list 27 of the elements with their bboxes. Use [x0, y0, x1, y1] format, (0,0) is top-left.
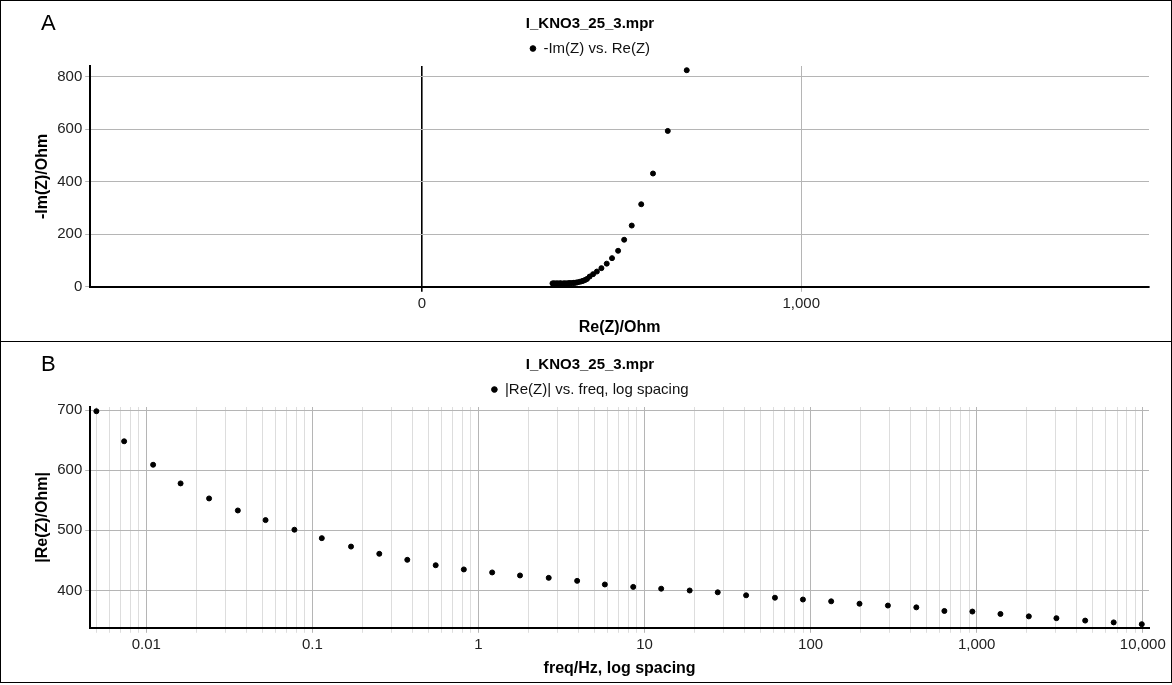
x-tick-label: 100 — [798, 634, 824, 652]
x-tick-label: 10,000 — [1119, 634, 1166, 652]
x-tick-label: 1,000 — [782, 293, 821, 311]
y-tick-label: 700 — [57, 400, 83, 418]
x-tick-label: 0.1 — [301, 634, 323, 652]
x-axis-title: Re(Z)/Ohm — [578, 317, 661, 335]
x-tick-label: 0.01 — [131, 634, 161, 652]
y-axis-title: -Im(Z)/Ohm — [33, 133, 51, 220]
legend-label: |Re(Z)| vs. freq, log spacing — [504, 379, 689, 397]
y-tick-label: 400 — [57, 580, 83, 598]
text: A — [41, 10, 56, 36]
text: B — [41, 351, 56, 377]
y-tick-label: 0 — [73, 276, 83, 294]
chart-title: I_KNO3_25_3.mpr — [525, 14, 655, 32]
y-tick-label: 600 — [57, 119, 83, 137]
chart-title: I_KNO3_25_3.mpr — [525, 355, 655, 373]
x-axis-title: freq/Hz, log spacing — [543, 658, 696, 676]
legend-label: -Im(Z) vs. Re(Z) — [543, 38, 651, 56]
y-axis-title: |Re(Z)/Ohm| — [33, 472, 51, 563]
x-tick-label: 1,000 — [957, 634, 996, 652]
y-tick-label: 500 — [57, 520, 83, 538]
x-tick-label: 1 — [474, 634, 483, 652]
y-tick-label: 400 — [57, 171, 83, 189]
x-tick-label: 10 — [636, 634, 653, 652]
y-tick-label: 600 — [57, 460, 83, 478]
y-tick-label: 200 — [57, 224, 83, 242]
y-tick-label: 800 — [57, 66, 83, 84]
